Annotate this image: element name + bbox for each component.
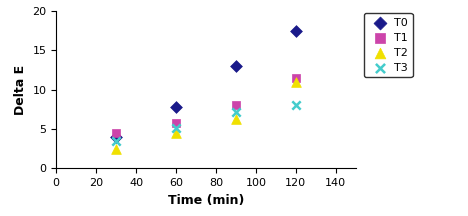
T1 — [232, 104, 240, 107]
T2 — [112, 147, 120, 151]
T0 — [292, 29, 300, 32]
T2 — [172, 131, 180, 135]
Legend: T0, T1, T2, T3: T0, T1, T2, T3 — [364, 13, 413, 77]
T1 — [292, 76, 300, 79]
T0 — [232, 64, 240, 68]
T1 — [112, 131, 120, 135]
T2 — [232, 117, 240, 121]
Y-axis label: Delta E: Delta E — [14, 65, 27, 115]
T3 — [112, 139, 120, 143]
T3 — [172, 127, 180, 130]
T3 — [292, 104, 300, 107]
T0 — [172, 105, 180, 109]
T3 — [232, 110, 240, 113]
T2 — [292, 80, 300, 84]
T0 — [112, 135, 120, 139]
T1 — [172, 121, 180, 124]
X-axis label: Time (min): Time (min) — [168, 194, 244, 207]
